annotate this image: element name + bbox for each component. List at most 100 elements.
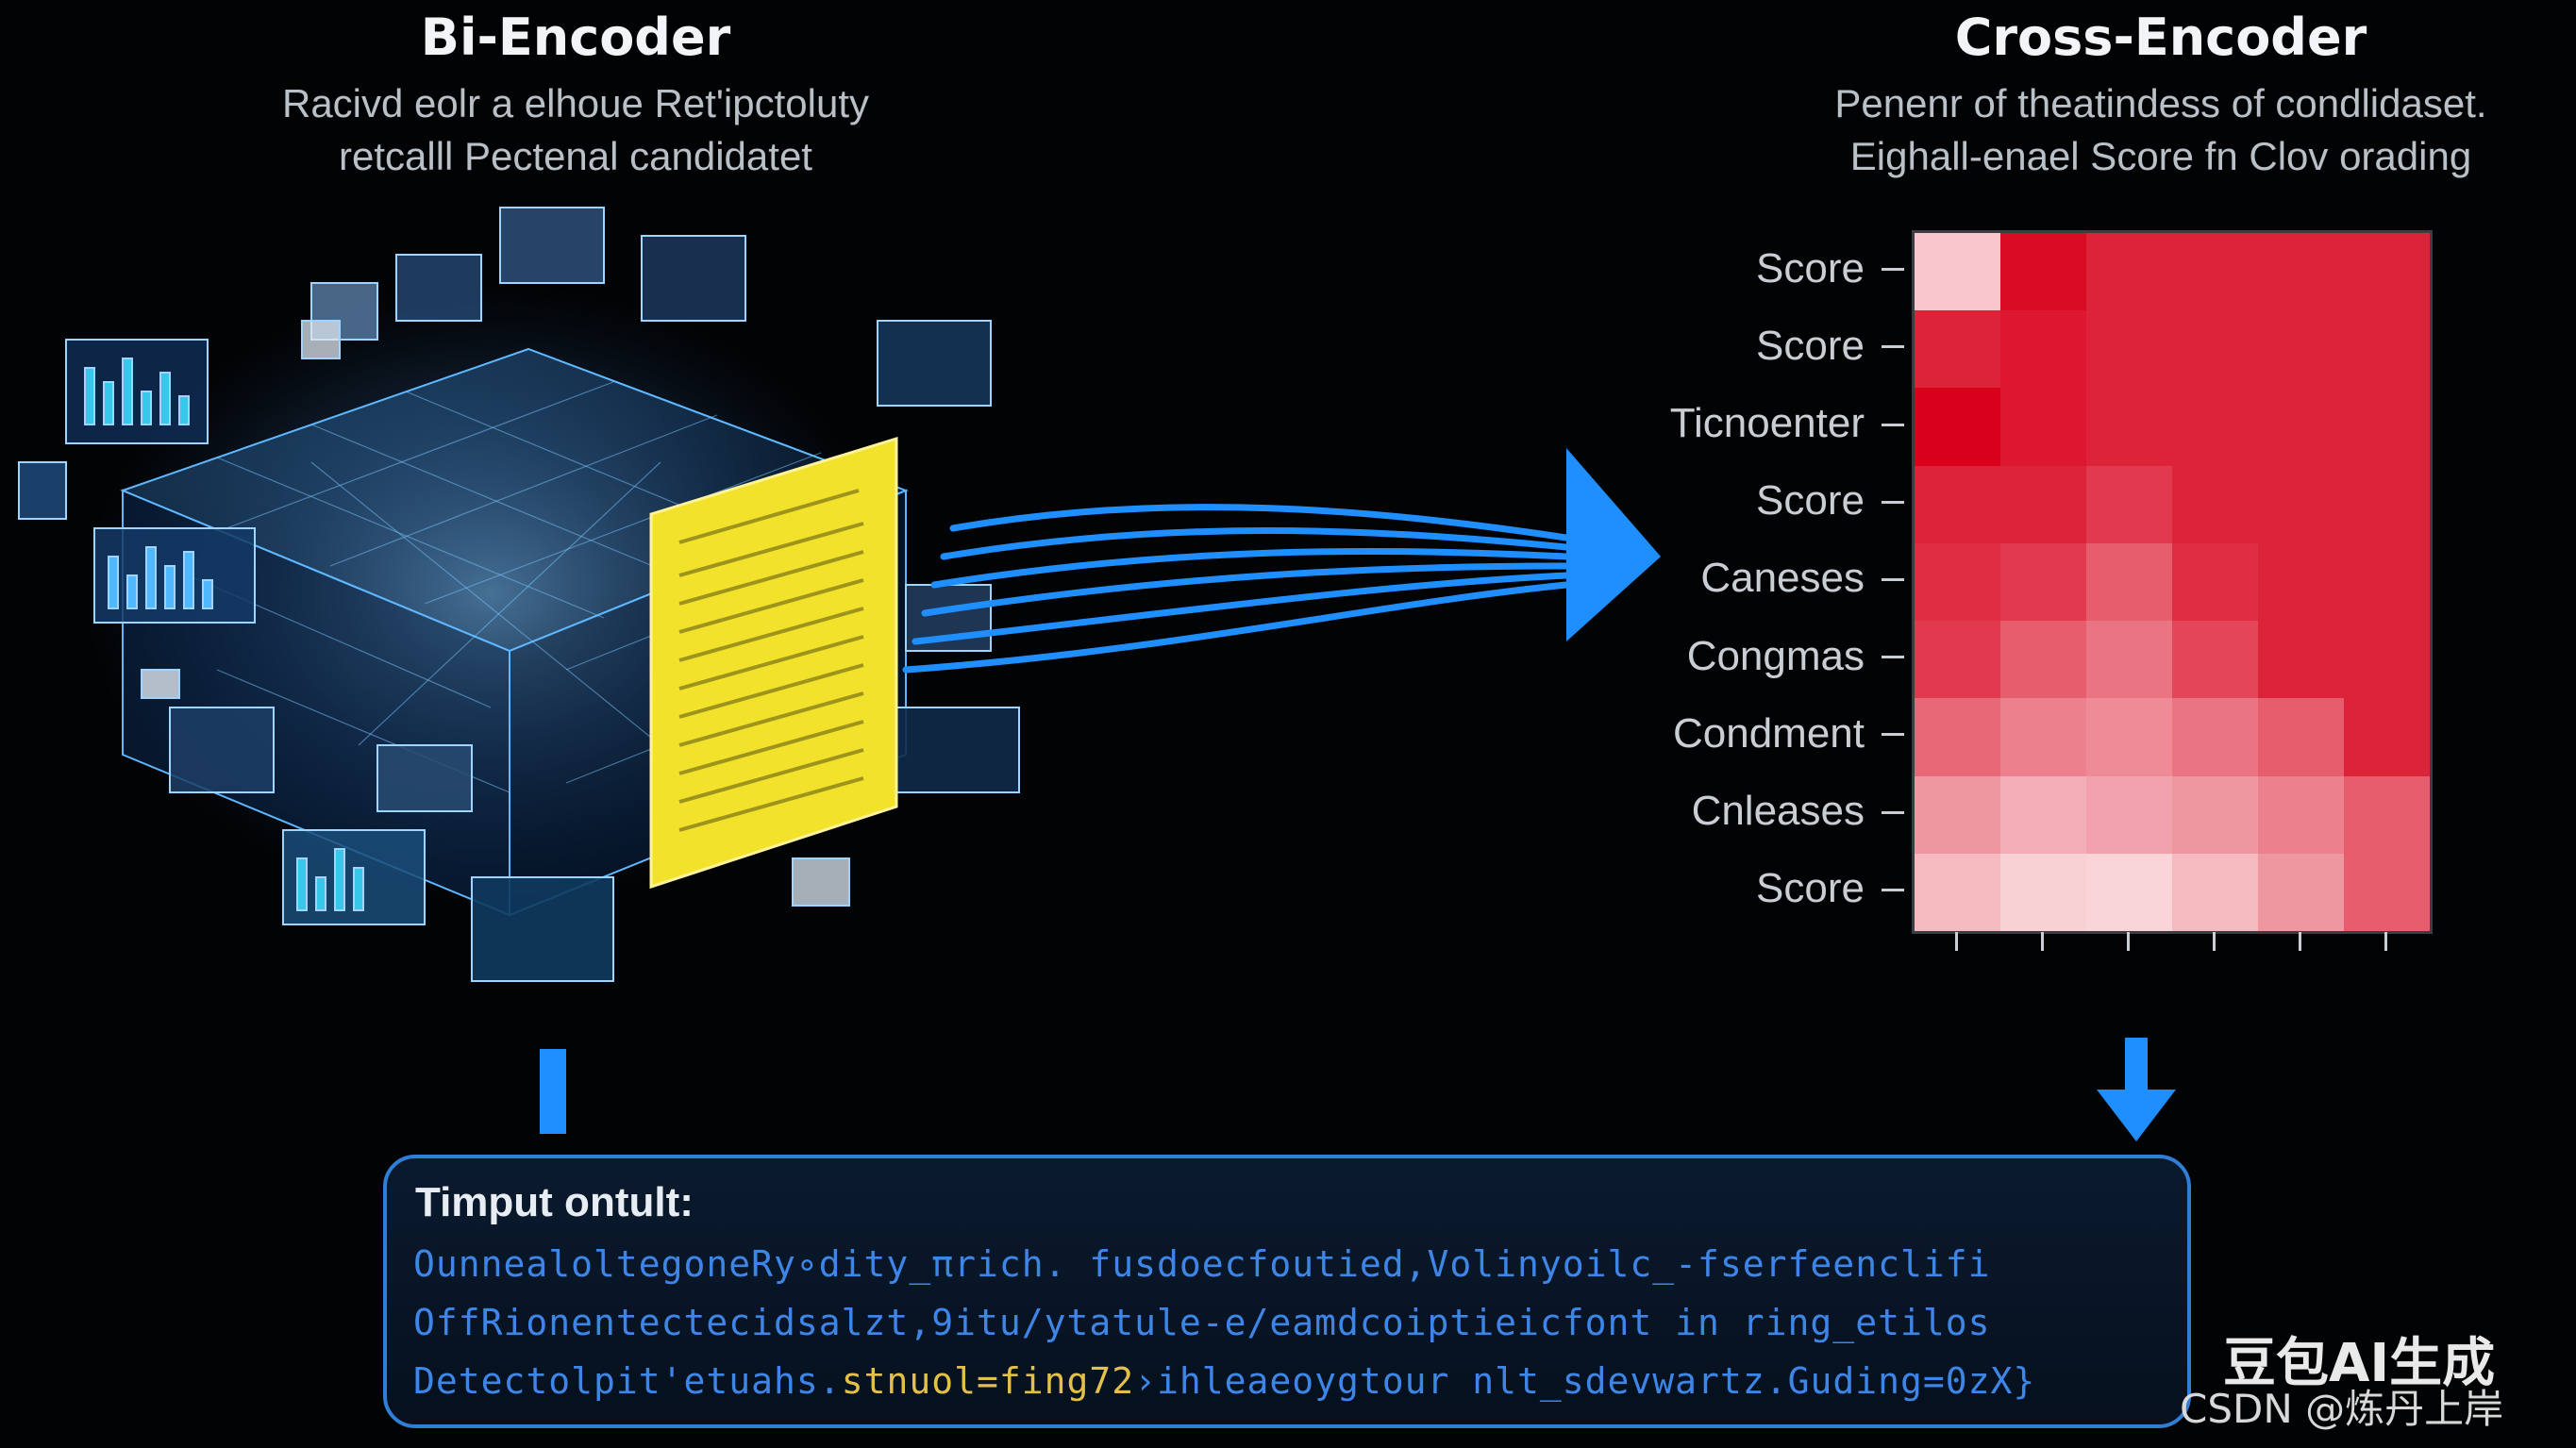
heatmap-row-label: Ticnoenter — [1669, 399, 1865, 446]
heatmap-cell — [2086, 388, 2172, 466]
heatmap-cell — [2258, 853, 2344, 931]
bi-encoder-subtitle-line2: retcalll Pectenal candidatet — [339, 134, 812, 178]
output-line-2: OffRionentectecidsalzt,9itu/ytatule-e/ea… — [413, 1302, 1991, 1343]
heatmap-cell — [2172, 621, 2258, 699]
heatmap-cell — [2086, 542, 2172, 622]
heatmap-column-tick — [2212, 932, 2216, 951]
heatmap-cell — [2086, 853, 2172, 931]
heatmap-cell — [2172, 465, 2258, 543]
output-line-3: Detectolpit'etuahs.stnuol=fing72›ihleaeo… — [413, 1360, 2035, 1402]
watermark: 豆包AI生成 — [2223, 1333, 2496, 1394]
heatmap-cell — [2172, 388, 2258, 466]
heatmap-cell — [2258, 388, 2344, 466]
heatmap-cell — [2000, 542, 2086, 622]
heatmap-row-tick — [1882, 268, 1904, 272]
heatmap-cell — [2172, 542, 2258, 622]
heatmap-cell — [2258, 621, 2344, 699]
heatmap-column-tick — [2384, 932, 2387, 951]
heatmap-cell — [2172, 853, 2258, 931]
heatmap-cell — [2172, 775, 2258, 854]
heatmap-cell — [1915, 310, 2000, 389]
heatmap-cell — [2172, 310, 2258, 389]
heatmap-row-label: Score — [1756, 244, 1865, 291]
highlighted-document — [649, 436, 898, 890]
cross-encoder-score-heatmap — [1912, 230, 2433, 934]
down-arrow-icon — [2097, 1038, 2176, 1141]
heatmap-column-tick — [2126, 932, 2130, 951]
cross-encoder-subtitle: Penenr of theatindess of condlidaset. Ei… — [1736, 77, 2576, 183]
heatmap-cell — [2000, 233, 2086, 311]
heatmap-cell — [2258, 698, 2344, 776]
heatmap-cell — [2344, 465, 2430, 543]
heatmap-cell — [2344, 388, 2430, 466]
heatmap-cell — [2000, 621, 2086, 699]
heatmap-cell — [1915, 621, 2000, 699]
output-heading: Timput ontult: — [415, 1179, 694, 1225]
heatmap-cell — [2000, 465, 2086, 543]
heatmap-cell — [2086, 233, 2172, 311]
heatmap-row-tick — [1882, 423, 1904, 426]
heatmap-cell — [2344, 542, 2430, 622]
heatmap-row-label: Score — [1756, 865, 1865, 912]
heatmap-cell — [2344, 621, 2430, 699]
heatmap-cell — [1915, 388, 2000, 466]
heatmap-cell — [2344, 853, 2430, 931]
heatmap-cell — [1915, 775, 2000, 854]
heatmap-column-tick — [1954, 932, 1958, 951]
heatmap-row-tick — [1882, 345, 1904, 349]
heatmap-cell — [2000, 698, 2086, 776]
heatmap-cell — [2000, 775, 2086, 854]
heatmap-cell — [1915, 542, 2000, 622]
output-line-3-highlight: stnuol=fing72 — [841, 1360, 1135, 1402]
heatmap-row-tick — [1882, 733, 1904, 737]
heatmap-cell — [1915, 465, 2000, 543]
heatmap-cell — [2258, 465, 2344, 543]
output-line-1: OunnealoltegoneRy∘dity_πrich. fusdoecfou… — [413, 1243, 1991, 1285]
heatmap-row-label: Score — [1756, 477, 1865, 524]
heatmap-cell — [2086, 465, 2172, 543]
cross-encoder-subtitle-line1: Penenr of theatindess of condlidaset. — [1834, 81, 2487, 125]
heatmap-cell — [1915, 698, 2000, 776]
heatmap-row-tick — [1882, 810, 1904, 814]
bi-encoder-title: Bi-Encoder — [420, 8, 731, 67]
heatmap-cell — [2258, 775, 2344, 854]
heatmap-cell — [2086, 775, 2172, 854]
heatmap-cell — [2258, 310, 2344, 389]
bi-encoder-subtitle-line1: Racivd eolr a elhoue Ret'ipctoluty — [281, 81, 870, 125]
heatmap-cell — [2344, 698, 2430, 776]
cross-encoder-subtitle-line2: Eighall-enael Score fn Clov orading — [1849, 134, 2472, 178]
heatmap-cell — [2000, 310, 2086, 389]
heatmap-column-tick — [2040, 932, 2044, 951]
heatmap-row-label: Condment — [1672, 709, 1865, 757]
output-panel: Timput ontult: OunnealoltegoneRy∘dity_πr… — [383, 1155, 2191, 1428]
cross-encoder-title: Cross-Encoder — [1954, 8, 2367, 67]
heatmap-cell — [2086, 621, 2172, 699]
heatmap-cell — [2000, 853, 2086, 931]
heatmap-row-label: Caneses — [1700, 555, 1865, 602]
credit-text: CSDN @炼丹上岸 — [2180, 1386, 2504, 1432]
heatmap-cell — [2086, 698, 2172, 776]
heatmap-cell — [2344, 775, 2430, 854]
heatmap-row-tick — [1882, 888, 1904, 891]
heatmap-row-label: Congmas — [1686, 632, 1865, 679]
heatmap-row-tick — [1882, 578, 1904, 581]
heatmap-column-tick — [2298, 932, 2301, 951]
heatmap-cell — [2344, 310, 2430, 389]
heatmap-cell — [1915, 233, 2000, 311]
heatmap-row-label: Score — [1756, 322, 1865, 369]
heatmap-cell — [2258, 233, 2344, 311]
heatmap-cell — [2086, 310, 2172, 389]
output-line-3-suffix: ›ihleaeoygtour nlt_sdevwartz.Guding=0zX} — [1134, 1360, 2036, 1402]
output-line-3-prefix: Detectolpit'etuahs. — [413, 1360, 842, 1402]
heatmap-cell — [1915, 853, 2000, 931]
bi-encoder-cube-illustration — [18, 207, 1020, 982]
heatmap-cell — [2000, 388, 2086, 466]
heatmap-row-tick — [1882, 656, 1904, 659]
heatmap-cell — [2172, 698, 2258, 776]
heatmap-cell — [2344, 233, 2430, 311]
heatmap-cell — [2172, 233, 2258, 311]
bi-encoder-output-connector — [540, 1049, 566, 1134]
heatmap-cell — [2258, 542, 2344, 622]
heatmap-row-tick — [1882, 500, 1904, 504]
flow-arrow — [902, 448, 1661, 674]
